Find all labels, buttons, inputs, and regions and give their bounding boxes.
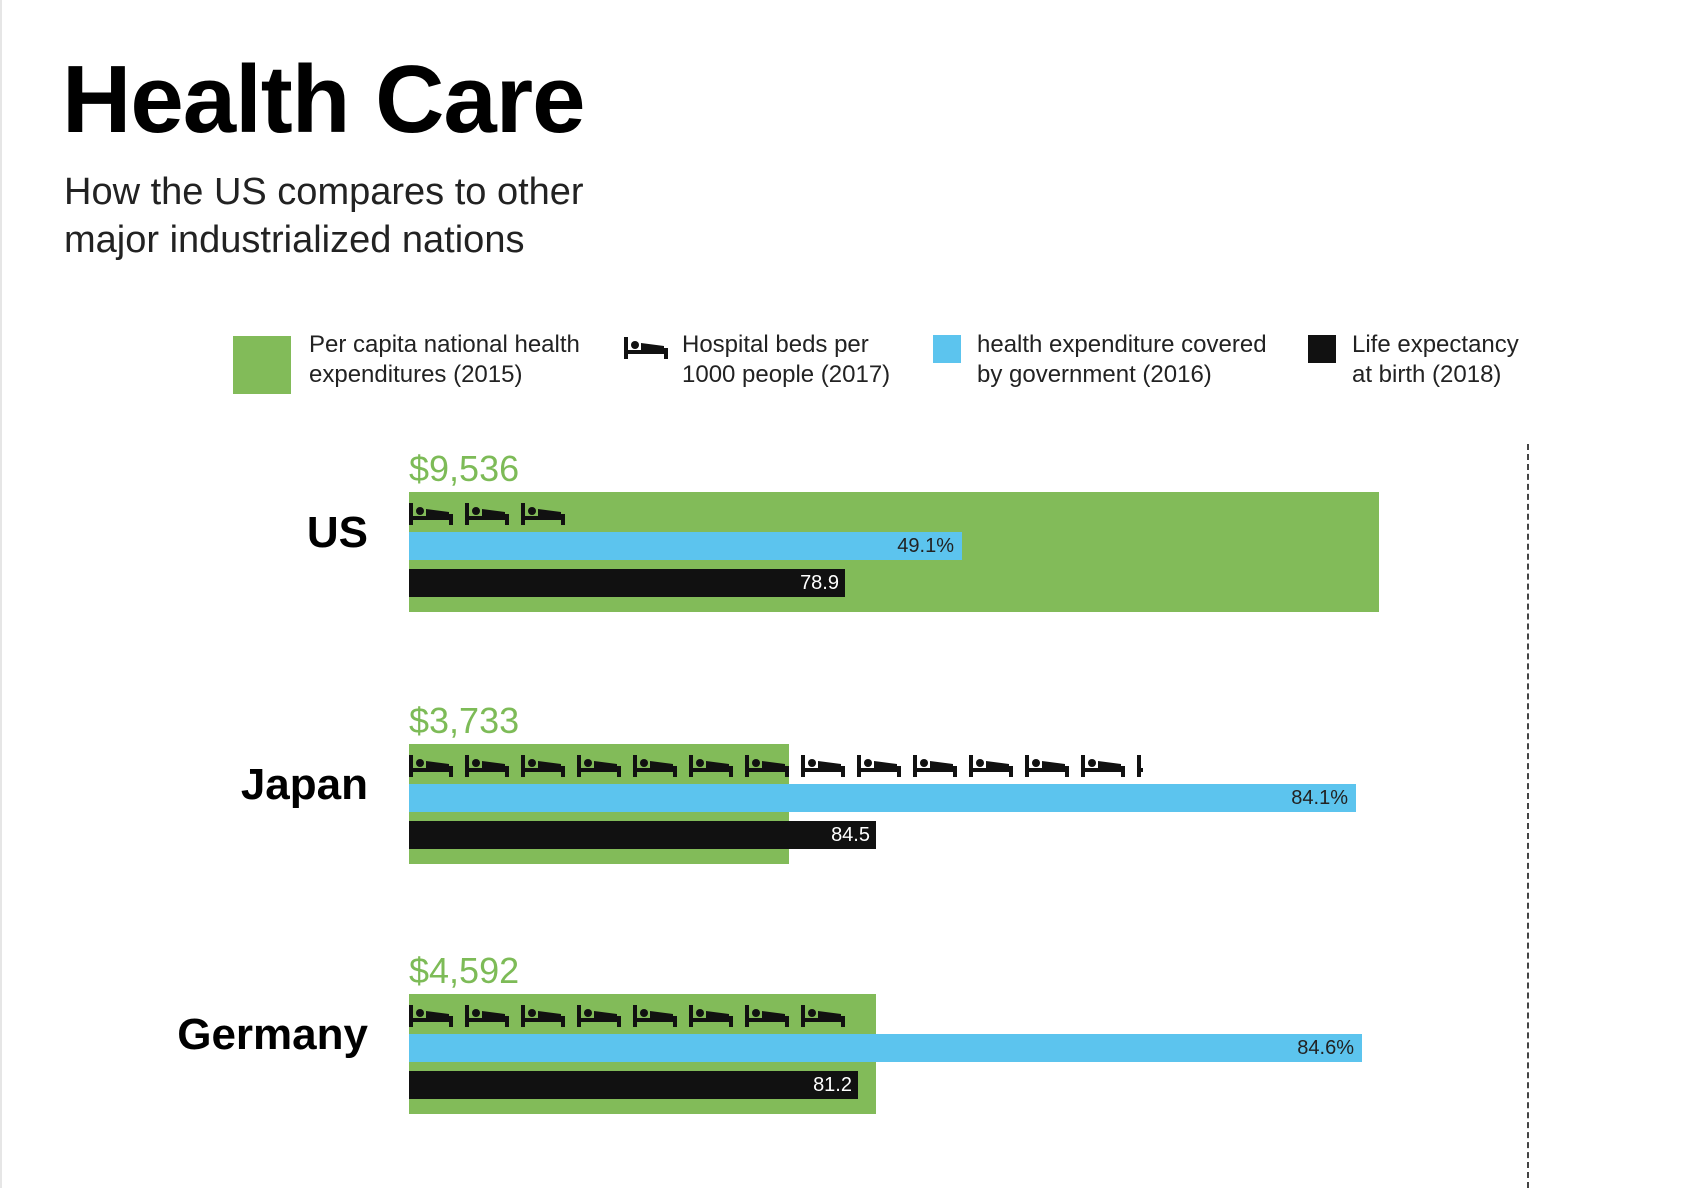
legend-label-line: health expenditure covered (977, 331, 1267, 358)
government-coverage-bar-us: 49.1% (409, 532, 962, 560)
legend-swatch-government (933, 335, 961, 363)
bed-icon (521, 1001, 577, 1031)
bed-icon (1137, 751, 1143, 781)
country-label-japan: Japan (240, 760, 368, 809)
page-edge-rule (0, 0, 2, 1188)
spending-value-label-germany: $4,592 (409, 950, 520, 991)
life-expectancy-bar-germany: 81.2 (409, 1071, 858, 1099)
bed-icon (409, 1001, 465, 1031)
bed-icon (521, 751, 577, 781)
bed-icon (409, 751, 465, 781)
bed-icon (1025, 751, 1081, 781)
bed-icon (465, 1001, 521, 1031)
bed-icon (577, 1001, 633, 1031)
bed-icon (521, 499, 566, 529)
government-coverage-bar-japan: 84.1% (409, 784, 1356, 812)
legend-swatch-spending (233, 336, 291, 394)
legend-label-line: at birth (2018) (1352, 361, 1502, 388)
legend-item-spending: Per capita national health expenditures … (233, 330, 609, 394)
legend-label-line: by government (2016) (977, 361, 1212, 388)
bed-icon (624, 336, 668, 365)
hospital-beds-row-us (409, 499, 566, 529)
hospital-beds-row-germany (409, 1001, 857, 1031)
bed-icon (689, 751, 745, 781)
government-coverage-value-japan: 84.1% (1291, 786, 1348, 809)
reference-dashed-line (1527, 444, 1529, 1188)
bed-icon (969, 751, 1025, 781)
bed-icon (633, 1001, 689, 1031)
legend-label-line: Hospital beds per (682, 331, 869, 358)
legend-item-life: Life expectancy at birth (2018) (1308, 330, 1552, 390)
subtitle-line: major industrialized nations (64, 219, 525, 261)
bed-icon (801, 751, 857, 781)
legend-label-government: health expenditure covered by government… (977, 330, 1297, 390)
bed-icon (745, 751, 801, 781)
legend-label-line: Per capita national health (309, 331, 580, 358)
legend-label-line: Life expectancy (1352, 331, 1519, 358)
bed-icon (801, 1001, 857, 1031)
subtitle-line: How the US compares to other (64, 171, 584, 213)
bed-icon (1081, 751, 1137, 781)
spending-value-label-japan: $3,733 (409, 700, 520, 741)
bed-icon (689, 1001, 745, 1031)
legend-item-beds: Hospital beds per 1000 people (2017) (624, 330, 912, 390)
life-expectancy-value-us: 78.9 (800, 571, 839, 594)
legend-label-life: Life expectancy at birth (2018) (1352, 330, 1552, 390)
legend-swatch-life (1308, 335, 1336, 363)
government-coverage-value-us: 49.1% (897, 534, 954, 557)
bed-icon (409, 499, 465, 529)
legend-item-government: health expenditure covered by government… (933, 330, 1297, 390)
spending-value-label-us: $9,536 (409, 448, 520, 489)
legend-label-line: expenditures (2015) (309, 361, 523, 388)
legend-label-spending: Per capita national health expenditures … (309, 330, 609, 390)
legend-label-beds: Hospital beds per 1000 people (2017) (682, 330, 912, 390)
country-label-us: US (306, 508, 368, 557)
legend-label-line: 1000 people (2017) (682, 361, 891, 388)
government-coverage-bar-germany: 84.6% (409, 1034, 1362, 1062)
country-label-germany: Germany (177, 1010, 368, 1059)
life-expectancy-value-germany: 81.2 (813, 1073, 852, 1096)
page-subtitle: How the US compares to other major indus… (64, 168, 704, 264)
bed-icon (913, 751, 969, 781)
bed-icon (465, 751, 521, 781)
hospital-beds-row-japan (409, 751, 1143, 781)
government-coverage-value-germany: 84.6% (1297, 1036, 1354, 1059)
bed-icon (633, 751, 689, 781)
page-title: Health Care (62, 46, 586, 153)
life-expectancy-bar-japan: 84.5 (409, 821, 876, 849)
life-expectancy-bar-us: 78.9 (409, 569, 845, 597)
life-expectancy-value-japan: 84.5 (831, 823, 870, 846)
bed-icon (577, 751, 633, 781)
bed-icon (745, 1001, 801, 1031)
bed-icon (857, 751, 913, 781)
bed-icon (465, 499, 521, 529)
